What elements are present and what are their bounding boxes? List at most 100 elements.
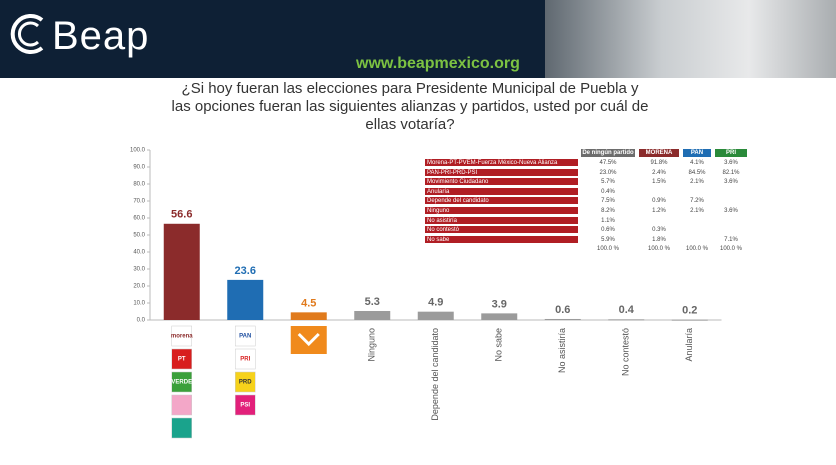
value-label: 4.5	[301, 297, 316, 309]
row-label: Ninguno	[425, 207, 578, 215]
table-value: 1.1%	[601, 217, 615, 224]
table-value: 3.6%	[724, 179, 738, 186]
column-header: MORENA	[639, 149, 679, 157]
party-logo	[235, 325, 256, 347]
y-tick-label: 60.0	[133, 216, 145, 222]
value-label: 0.6	[555, 304, 570, 316]
y-tick-label: 0.0	[137, 318, 146, 324]
x-tick-label: No contestó	[621, 328, 631, 376]
table-value: 0.6%	[601, 227, 615, 234]
party-logo	[235, 371, 256, 393]
party-logo-text: PSI	[240, 403, 250, 409]
y-tick-label: 90.0	[133, 165, 145, 171]
table-value: 1.5%	[652, 179, 666, 186]
column-header: PRI	[715, 149, 747, 157]
party-logo	[171, 417, 192, 439]
bar	[417, 311, 454, 320]
y-tick-label: 70.0	[133, 199, 145, 205]
table-value: 4.1%	[690, 160, 704, 166]
row-label: PAN-PRI-PRD-PSI	[425, 168, 578, 177]
party-logo	[235, 348, 256, 370]
y-tick-label: 20.0	[133, 284, 145, 290]
table-value: 7.2%	[690, 198, 704, 205]
party-logo-text: VERDE	[171, 380, 192, 386]
y-tick-label: 100.0	[130, 148, 146, 154]
column-header: PAN	[683, 149, 711, 157]
url: www.beapmexico.org	[356, 55, 520, 72]
table-value: 5.9%	[601, 236, 615, 243]
table-value: 3.6%	[724, 160, 738, 166]
party-logo-text: PT	[178, 357, 186, 363]
table-value: 2.1%	[690, 208, 704, 214]
party-logo-mark	[297, 332, 320, 347]
value-label: 56.6	[171, 209, 192, 221]
bar	[290, 312, 327, 320]
x-tick-label: No asistiría	[557, 328, 567, 373]
party-logo	[290, 326, 327, 354]
table-value: 1.2%	[652, 208, 666, 214]
row-label: No contestó	[425, 226, 578, 235]
y-tick-label: 40.0	[133, 250, 145, 256]
row-label: Morena-PT-PVEM-Fuerza México-Nueva Alian…	[425, 159, 578, 167]
party-logo-text: PAN	[239, 334, 251, 340]
table-value: 100.0 %	[719, 246, 743, 253]
party-logo	[171, 394, 192, 416]
table-value: 0.3%	[652, 227, 666, 234]
value-label: 0.4	[619, 304, 635, 316]
x-tick-label: Anularía	[684, 328, 694, 362]
party-logo-text: PRI	[240, 357, 250, 363]
party-logo	[235, 394, 256, 416]
header-photo	[545, 0, 836, 78]
bar	[544, 318, 581, 320]
value-label: 4.9	[428, 297, 443, 309]
value-label: 0.2	[682, 305, 697, 317]
party-logo	[171, 348, 192, 370]
party-logo	[171, 325, 192, 347]
x-tick-label: No sabe	[494, 328, 504, 362]
table-value: 3.6%	[724, 208, 738, 214]
table-value: 23.0%	[599, 169, 617, 176]
table-value: 8.2%	[601, 208, 615, 214]
table-value: 5.7%	[601, 179, 615, 186]
party-logo-text: morena	[171, 334, 193, 340]
table-value: 7.5%	[601, 198, 615, 205]
y-tick-label: 30.0	[133, 267, 145, 273]
table-value: 1.8%	[652, 236, 666, 243]
table-value: 82.1%	[722, 169, 740, 176]
y-tick-label: 80.0	[133, 182, 145, 188]
row-label: Depende del candidato	[425, 197, 578, 206]
bar	[481, 313, 518, 320]
y-tick-label: 10.0	[133, 301, 145, 307]
table-value: 100.0 %	[685, 246, 709, 253]
table-value: 100.0 %	[596, 246, 620, 253]
x-tick-label: Depende del candidato	[430, 328, 440, 421]
y-tick-label: 50.0	[133, 233, 145, 239]
row-label: No sabe	[425, 235, 578, 244]
value-label: 23.6	[235, 265, 256, 277]
value-label: 5.3	[365, 296, 380, 308]
row-label: Movimiento Ciudadano	[425, 178, 578, 187]
table-value: 47.5%	[599, 160, 617, 166]
table-value: 0.9%	[652, 198, 666, 205]
row-label: No asistiría	[425, 216, 578, 225]
table-value: 84.5%	[688, 169, 706, 176]
bar	[354, 310, 391, 320]
table-value: 0.4%	[601, 188, 615, 195]
table-value: 7.1%	[724, 236, 738, 243]
bar	[163, 223, 200, 320]
column-header: De ningún partido	[581, 149, 635, 157]
bar	[671, 319, 708, 321]
logo-mark	[10, 14, 44, 54]
bar	[227, 279, 264, 320]
x-tick-label: Ninguno	[367, 328, 377, 362]
table-value: 100.0 %	[647, 246, 671, 253]
party-logo	[171, 371, 192, 393]
table-value: 91.8%	[650, 160, 668, 166]
logo: Beap	[52, 14, 150, 58]
party-logo-text: PRD	[239, 380, 252, 386]
table-value: 2.4%	[652, 169, 666, 176]
bar	[608, 319, 645, 321]
chart-title: ¿Si hoy fueran las elecciones para Presi…	[171, 80, 649, 133]
